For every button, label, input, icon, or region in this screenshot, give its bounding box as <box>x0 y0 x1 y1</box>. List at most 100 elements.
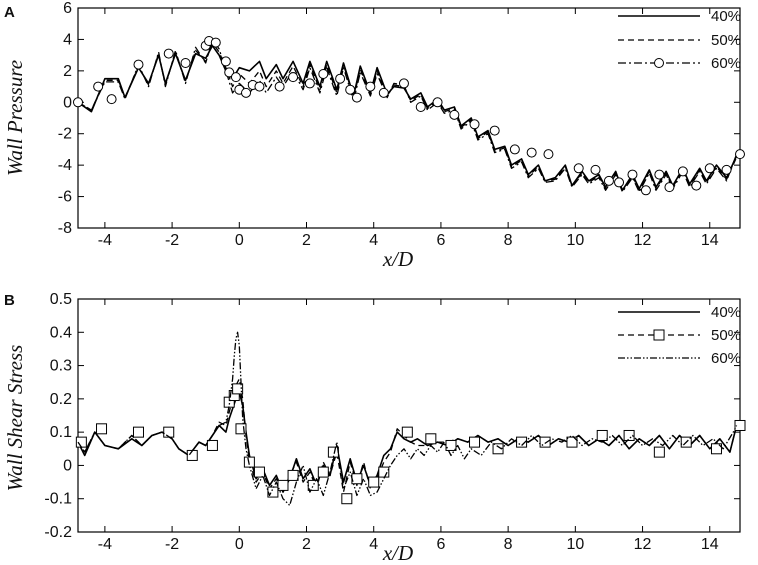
legend-40-label: 40% <box>711 8 741 25</box>
panel-a-series-60-circle-marker <box>415 102 426 112</box>
panel-b-series-50-square-marker <box>317 466 329 478</box>
panel-a-x-tick-label: 0 <box>235 232 244 249</box>
panel-a-series-60-circle-marker <box>241 87 252 98</box>
panel-a-series-60-circle-marker <box>254 81 265 92</box>
panel-a-series-60-circle-marker <box>489 125 500 136</box>
panel-a-series-60-circle-marker <box>432 97 443 108</box>
panel-a-series-60-circle-marker <box>449 109 460 120</box>
panel-a-series-40-line <box>77 44 738 192</box>
panel-a-series-60-circle-marker <box>614 177 625 188</box>
panel-b-x-tick-label: 12 <box>634 536 652 553</box>
panel-b-axes: -4 -2 0 2 4 6 8 10 12 14 -0.2 -0.1 0 0.1 0.2 0.3 0.4 0.5 <box>44 291 740 553</box>
panel-a-series-60-circle-marker <box>721 164 732 175</box>
panel-b-x-tick-label: -2 <box>165 536 179 553</box>
panel-a-x-tick-label: 12 <box>634 232 652 249</box>
panel-a-series-60-circle-marker <box>106 94 117 105</box>
panel-a-x-tick-label: 8 <box>504 232 513 249</box>
panel-a-x-tick-label: 14 <box>701 232 719 249</box>
panel-b-y-tick-label: -0.2 <box>44 524 72 541</box>
panel-a-series-60-circle-marker <box>664 182 675 193</box>
panel-b-series-50-square-marker <box>492 443 504 455</box>
panel-b-x-tick-label: 0 <box>235 536 244 553</box>
panel-b-y-tick-label: 0.4 <box>50 324 72 341</box>
panel-a-x-tick-label: 6 <box>436 232 445 249</box>
panel-b-label: B <box>4 292 15 309</box>
panel-a-series-60-circle-marker <box>704 163 715 174</box>
panel-a-series-60-circle-marker <box>220 56 231 67</box>
panel-a-series-60-circle-marker <box>573 163 584 174</box>
panel-b-series-50-square-marker <box>232 383 244 395</box>
panel-b-y-tick-label: 0 <box>63 457 72 474</box>
panel-b-x-tick-label: 2 <box>302 536 311 553</box>
panel-b-y-tick-label: 0.3 <box>50 358 72 375</box>
panel-b-x-tick-label: -4 <box>98 536 112 553</box>
panel-b-series-50-square-marker <box>327 446 339 458</box>
panel-a-x-tick-label: 4 <box>369 232 378 249</box>
panel-a-series-60-circle-marker <box>133 59 144 70</box>
panel-a-series-60-circle-marker <box>590 164 601 175</box>
panel-a-series-60-circle-marker <box>735 149 745 160</box>
panel-b-series-50-square-marker <box>623 429 635 441</box>
panel-b-plot-frame <box>77 298 741 533</box>
panel-a-series-60-circle-marker <box>378 87 389 98</box>
panel-a-series-60-circle-marker <box>210 37 221 48</box>
panel-a-x-tick-label: 10 <box>566 232 584 249</box>
panel-b-series-50-square-marker <box>425 433 437 445</box>
panel-a-series-60-circle-marker <box>318 69 329 79</box>
panel-b-series-50-square-marker <box>710 443 722 455</box>
panel-b-series-50-square-marker <box>734 419 746 431</box>
panel-a-y-tick-label: -4 <box>58 157 72 174</box>
panel-b-series-50-square-marker <box>445 439 457 451</box>
panel-a-series-60-circle-marker <box>691 180 702 191</box>
panel-b-x-tick-label: 6 <box>436 536 445 553</box>
panel-a-series-60-circle-marker <box>509 144 520 155</box>
panel-a-y-tick-label: 4 <box>63 31 72 48</box>
panel-a-series-60-circle-marker <box>163 48 174 59</box>
panel-a-series-60-circle-marker <box>543 149 554 160</box>
panel-b-y-tick-label: -0.1 <box>44 491 72 508</box>
panel-b-y-tick-label: 0.5 <box>50 291 72 308</box>
panel-a-series-60-circle-marker <box>345 84 356 95</box>
panel-a-series <box>73 36 745 196</box>
panel-a-series-60-line <box>77 38 738 193</box>
panel-a-x-tick-label: -4 <box>98 232 112 249</box>
panel-b-series-50-square-marker <box>469 436 481 448</box>
panel-a-series-60-circle-marker <box>351 92 362 103</box>
legend-60-circle-marker <box>654 58 664 68</box>
panel-b-x-tick-label: 8 <box>504 536 513 553</box>
panel-a-series-60-circle-marker <box>180 58 191 68</box>
panel-b-series-50-square-marker <box>253 466 265 478</box>
panel-a-plot-frame <box>77 7 741 229</box>
panel-a-series-60-circle-marker <box>654 169 665 180</box>
panel-b-series-50-square-marker <box>235 423 247 435</box>
panel-b-y-tick-label: 0.1 <box>50 424 72 441</box>
panel-b-x-tick-label: 14 <box>701 536 719 553</box>
panel-a-series-60-circle-marker <box>398 78 409 89</box>
legend-50-label: 50% <box>711 327 741 344</box>
panel-b-series-50-square-marker <box>596 429 608 441</box>
panel-a-series-60-circle-marker <box>365 81 376 92</box>
panel-b-x-tick-label: 10 <box>566 536 584 553</box>
legend-40-label: 40% <box>711 304 741 321</box>
panel-b: B -4 -2 0 2 4 6 8 10 12 14 -0.2 -0.1 0 0.1 0.2 0.3 0.4 0.… <box>3 291 746 565</box>
panel-a-y-tick-label: 2 <box>63 63 72 80</box>
panel-b-series-50-square-marker <box>401 426 413 438</box>
panel-a-series-60-circle-marker <box>677 166 688 177</box>
panel-a-series-60-circle-marker <box>274 81 285 92</box>
panel-b-series-60-line <box>77 331 738 507</box>
panel-a-series-60-circle-marker <box>224 67 235 78</box>
panel-a-label: A <box>4 4 15 21</box>
panel-b-series-50-square-marker <box>341 493 353 505</box>
panel-b-series <box>75 331 746 507</box>
panel-b-series-50-line <box>77 378 738 493</box>
panel-b-series-50-square-marker <box>653 446 665 458</box>
panel-a-series-60-circle-marker <box>335 73 346 84</box>
panel-a-y-tick-label: 6 <box>63 0 72 17</box>
panel-b-series-50-square-marker <box>163 426 175 438</box>
panel-b-y-tick-label: 0.2 <box>50 391 72 408</box>
panel-b-series-50-square-marker <box>96 423 108 435</box>
panel-a-y-tick-label: -2 <box>58 126 72 143</box>
panel-a-y-tick-label: -8 <box>58 220 72 237</box>
panel-a-y-tick-label: -6 <box>58 189 72 206</box>
